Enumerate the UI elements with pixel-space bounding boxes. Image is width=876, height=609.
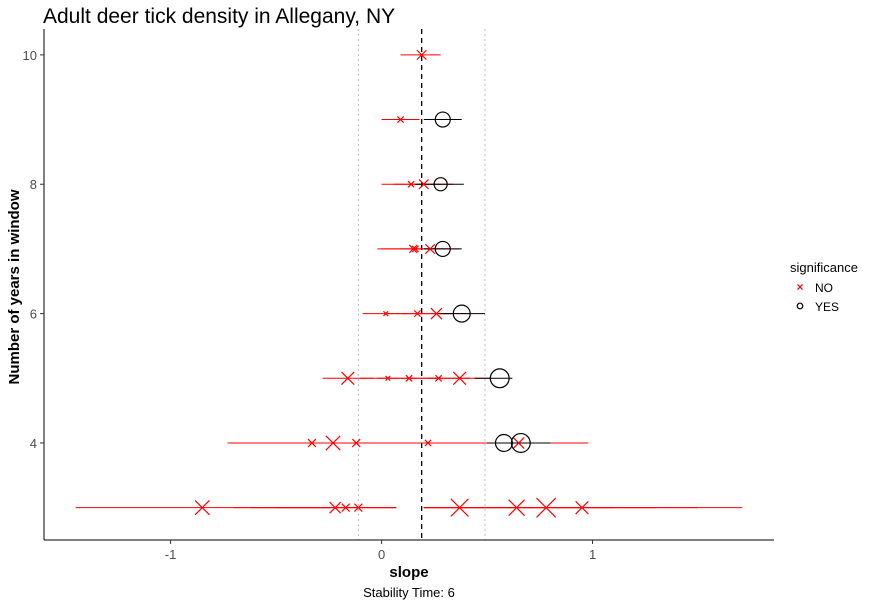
y-ticks: 4 6 8 10 [23, 48, 44, 451]
data-point [351, 438, 361, 448]
data-point [383, 310, 389, 317]
data-point [407, 180, 415, 188]
series-layer [75, 49, 743, 518]
x-tick-label: 0 [378, 547, 385, 562]
data-point [434, 374, 443, 382]
data-point [430, 307, 443, 320]
y-tick-label: 8 [30, 177, 37, 192]
legend-key-yes [796, 302, 804, 310]
data-point [424, 243, 436, 255]
data-point [434, 111, 451, 128]
data-point [510, 432, 531, 453]
y-tick-label: 4 [30, 436, 37, 451]
data-point [194, 500, 210, 516]
data-point [385, 375, 391, 382]
legend-label-no: NO [815, 281, 833, 295]
x-axis-title: slope [389, 564, 428, 581]
y-axis-title: Number of years in window [6, 189, 23, 384]
data-point [575, 500, 589, 515]
data-point [434, 240, 451, 258]
data-point [536, 497, 557, 518]
data-point [494, 433, 513, 453]
data-point [396, 115, 405, 124]
reference-lines [357, 29, 486, 540]
data-point [508, 499, 526, 517]
x-tick-label: -1 [165, 547, 177, 562]
legend-label-yes: YES [815, 300, 839, 314]
data-point [416, 49, 427, 61]
x-tick-label: 1 [589, 547, 596, 562]
data-point [413, 310, 422, 318]
data-point [329, 501, 342, 514]
data-point [418, 179, 429, 190]
legend-key-cross-icon [797, 284, 803, 290]
data-point [411, 245, 419, 253]
data-point [452, 371, 467, 386]
chart-title: Adult deer tick density in Allegany, NY [43, 5, 395, 28]
data-point [489, 368, 510, 389]
legend-key-circle-icon [796, 302, 804, 310]
data-point [433, 177, 448, 192]
data-point [512, 436, 525, 449]
axes [43, 29, 774, 541]
x-ticks: -1 0 1 [165, 540, 596, 562]
data-point [325, 435, 341, 451]
data-point [450, 498, 469, 517]
data-point [341, 371, 355, 386]
data-point [452, 304, 471, 323]
data-point [341, 503, 351, 513]
data-point [353, 503, 363, 513]
legend: significance NO YES [790, 260, 858, 314]
legend-title: significance [790, 260, 858, 275]
data-point [424, 439, 432, 447]
y-tick-label: 6 [30, 307, 37, 322]
chart-caption: Stability Time: 6 [363, 585, 455, 600]
data-point [408, 244, 418, 254]
data-point [307, 438, 317, 448]
data-point [405, 374, 413, 382]
y-tick-label: 10 [23, 48, 37, 63]
legend-key-no [797, 284, 803, 290]
